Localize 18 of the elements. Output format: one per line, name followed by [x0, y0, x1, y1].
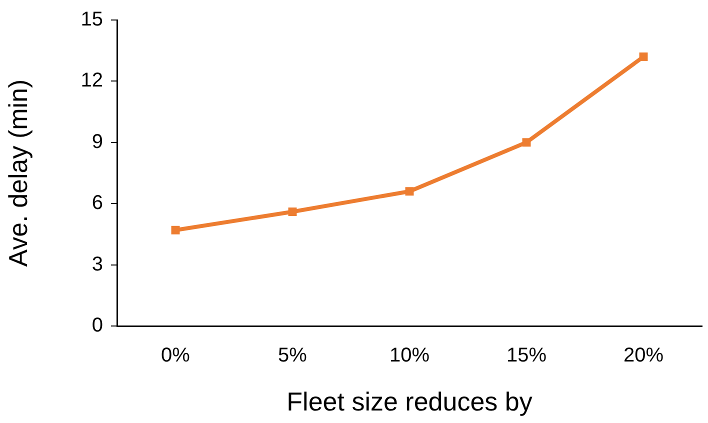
y-tick-label: 12	[80, 70, 103, 92]
point	[288, 208, 297, 216]
x-tick-label: 20%	[623, 344, 664, 367]
point	[405, 187, 414, 196]
x-tick-label: 5%	[278, 344, 308, 367]
y-tick-label: 6	[92, 192, 103, 214]
x-tick-label: 10%	[389, 344, 430, 367]
y-tick-label: 15	[80, 8, 103, 31]
y-tick-label: 0	[92, 314, 103, 337]
y-tick-label: 9	[92, 130, 103, 153]
y-axis-title: Ave. delay (min)	[2, 79, 33, 267]
point	[171, 226, 180, 234]
x-tick-label: 0%	[161, 344, 190, 367]
point	[639, 52, 648, 61]
x-axis-title: Fleet size reduces by	[286, 386, 532, 417]
point	[522, 138, 531, 147]
y-tick-label: 3	[92, 253, 103, 276]
x-tick-label: 15%	[506, 344, 547, 367]
